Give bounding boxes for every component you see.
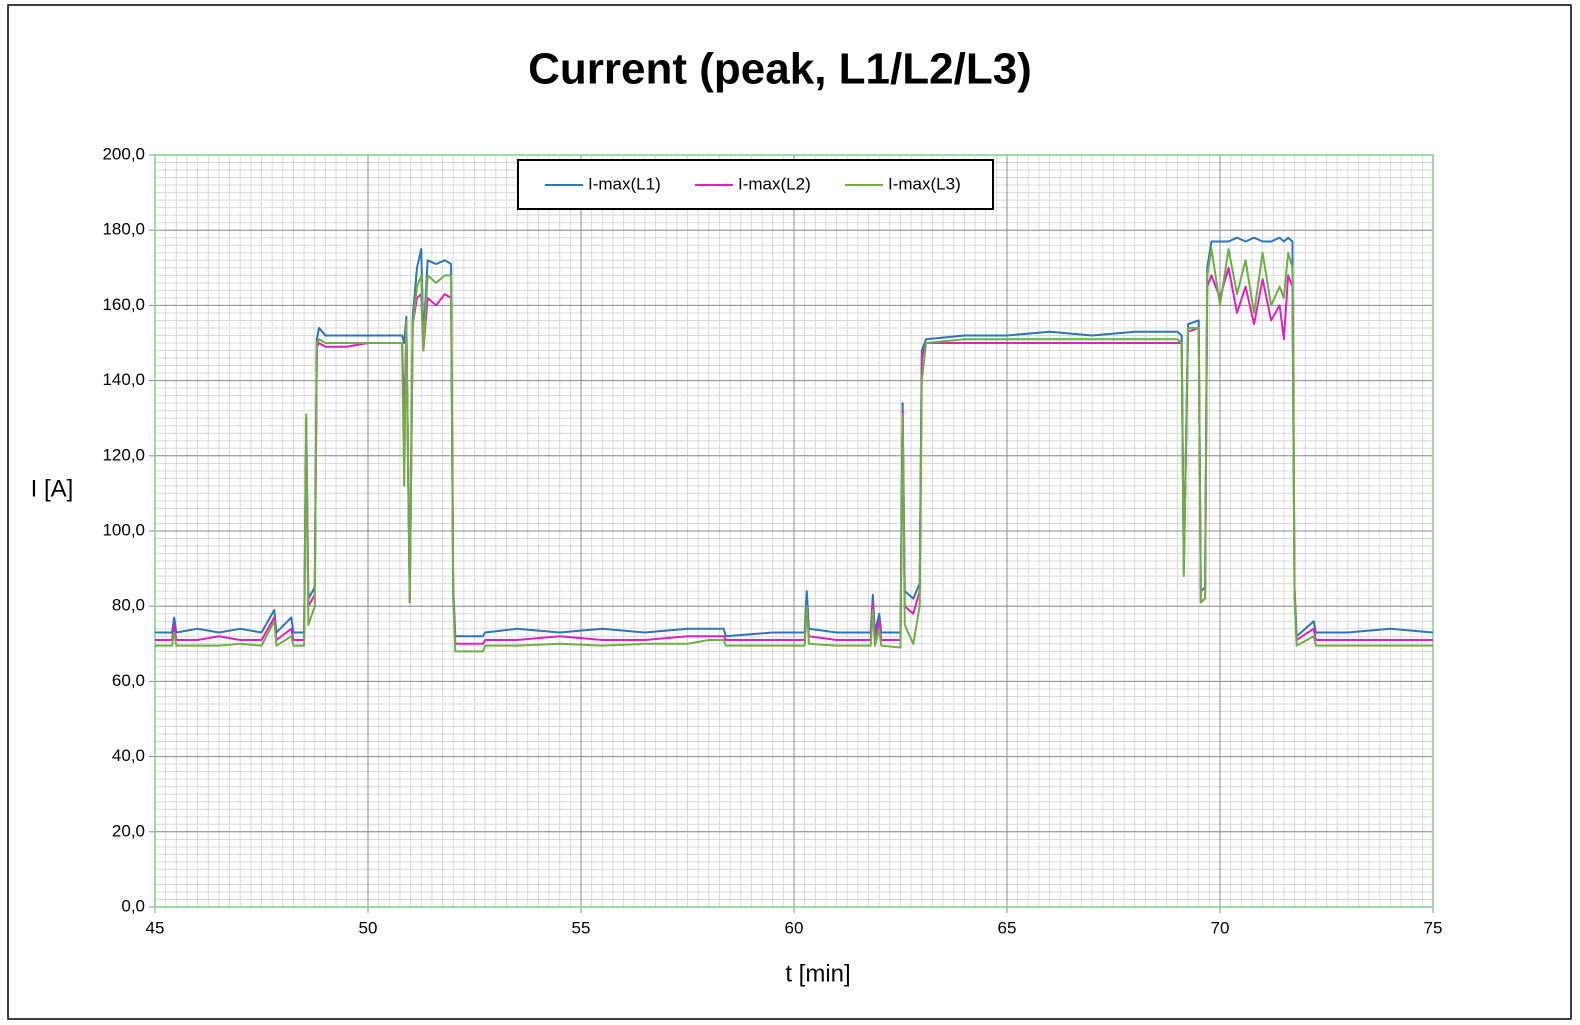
y-tick-label: 140,0	[102, 370, 145, 389]
chart-title: Current (peak, L1/L2/L3)	[528, 45, 1032, 94]
y-tick-label: 80,0	[112, 596, 145, 615]
y-tick-label: 60,0	[112, 671, 145, 690]
legend-box	[517, 159, 994, 210]
plot-border	[154, 154, 1434, 908]
y-tick-label: 20,0	[112, 821, 145, 840]
y-axis-label: I [A]	[31, 475, 74, 502]
y-tick-label: 0,0	[121, 896, 145, 915]
chart-border	[7, 4, 1572, 1020]
x-tick-label: 60	[785, 918, 804, 937]
x-tick-label: 65	[998, 918, 1017, 937]
x-tick-label: 45	[146, 918, 165, 937]
y-tick-label: 100,0	[102, 520, 145, 539]
x-tick-label: 70	[1211, 918, 1230, 937]
y-tick-label: 160,0	[102, 295, 145, 314]
y-tick-label: 200,0	[102, 144, 145, 163]
series-line	[155, 248, 1433, 653]
x-axis-label: t [min]	[785, 960, 850, 987]
y-tick-label: 40,0	[112, 746, 145, 765]
legend-label: I-max(L2)	[738, 174, 811, 193]
x-tick-label: 55	[572, 918, 591, 937]
x-tick-label: 75	[1424, 918, 1443, 937]
y-tick-label: 120,0	[102, 445, 145, 464]
legend-label: I-max(L3)	[888, 174, 961, 193]
y-tick-label: 180,0	[102, 220, 145, 239]
legend-label: I-max(L1)	[588, 174, 661, 193]
x-tick-label: 50	[359, 918, 378, 937]
